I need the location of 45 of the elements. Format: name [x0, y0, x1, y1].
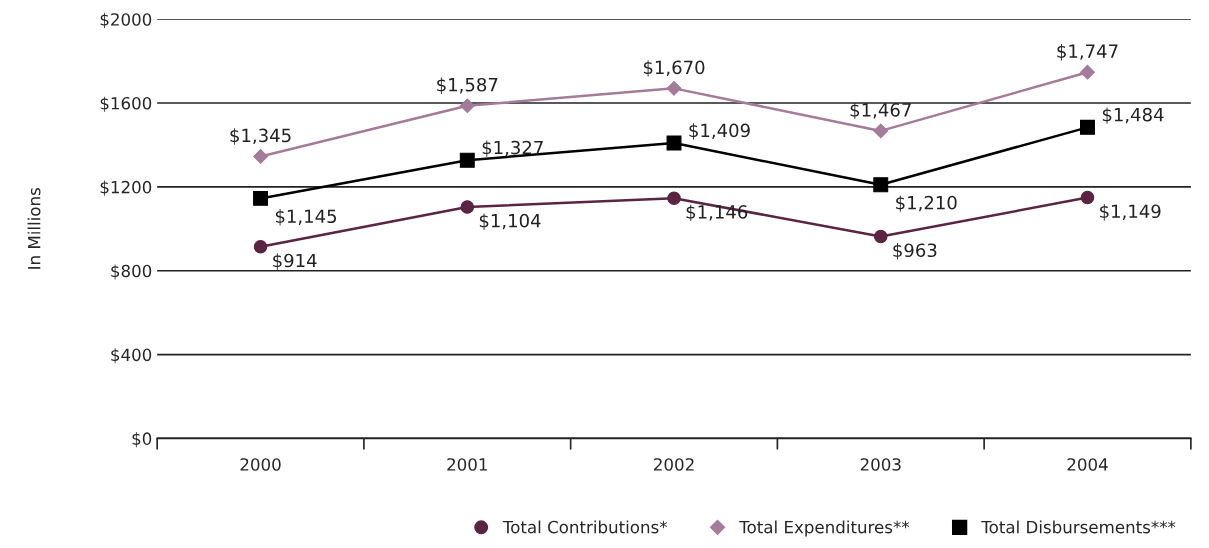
- data-label: $1,327: [482, 140, 543, 157]
- y-tick-label: $1200: [100, 180, 152, 196]
- point: [459, 152, 475, 168]
- data-label: $1,149: [1100, 204, 1161, 221]
- point: [253, 149, 268, 164]
- y-tick-label: $2000: [100, 12, 152, 28]
- legend-label: Total Disbursements***: [981, 520, 1176, 534]
- point: [667, 191, 681, 205]
- data-label: $1,484: [1102, 107, 1164, 124]
- point: [1080, 64, 1095, 80]
- point: [873, 177, 889, 193]
- data-label: $1,467: [850, 102, 911, 120]
- point: [253, 190, 268, 206]
- point: [460, 200, 475, 214]
- point: [1080, 190, 1095, 205]
- y-axis-title: In Millions: [27, 188, 41, 269]
- point: [459, 98, 475, 114]
- point: [666, 135, 682, 151]
- legend-label: Total Expenditures**: [739, 520, 910, 537]
- data-label: $1,409: [689, 123, 750, 140]
- data-label: $1,210: [896, 195, 957, 212]
- data-label: $963: [893, 243, 937, 260]
- y-tick-label: $0: [132, 432, 152, 448]
- data-label: $1,104: [479, 213, 541, 230]
- data-label: $1,747: [1057, 44, 1118, 61]
- data-label: $1,146: [686, 204, 748, 222]
- data-label: $1,587: [437, 77, 498, 94]
- point: [873, 229, 888, 244]
- x-tick-label: 2003: [860, 458, 901, 471]
- y-tick-label: $800: [111, 264, 152, 280]
- data-label: $1,670: [643, 60, 705, 77]
- x-tick-label: 2002: [654, 458, 694, 471]
- point: [873, 123, 889, 139]
- x-tick-label: 2000: [240, 458, 281, 471]
- data-label: $1,345: [230, 128, 291, 145]
- legend-label: Total Contributions*: [502, 520, 668, 534]
- y-tick-label: $1600: [100, 96, 152, 112]
- data-label: $1,145: [275, 209, 337, 226]
- y-tick-label: $400: [111, 348, 152, 364]
- point: [1080, 119, 1095, 135]
- x-tick-label: 2001: [447, 458, 487, 471]
- data-label: $914: [273, 253, 317, 270]
- point: [666, 80, 682, 96]
- point: [253, 240, 268, 254]
- x-tick-label: 2004: [1067, 458, 1108, 471]
